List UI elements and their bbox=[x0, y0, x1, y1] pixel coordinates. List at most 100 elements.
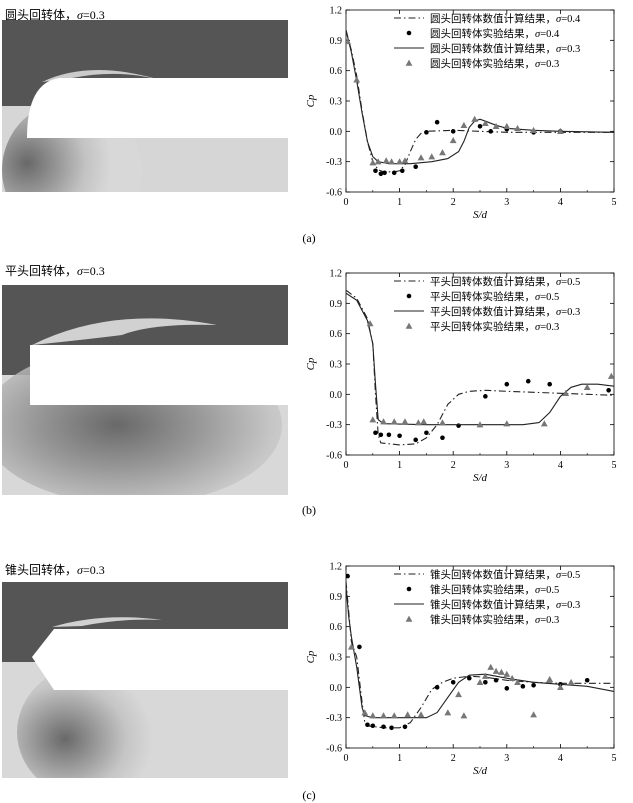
panel-c-title-sigma: σ bbox=[77, 563, 83, 577]
panel-a-label: (a) bbox=[302, 231, 316, 245]
legend-label-value: =0.4 bbox=[561, 14, 581, 25]
legend-label-text: 圆头回转体数值计算结果， bbox=[430, 42, 556, 55]
data-point-triangle bbox=[540, 420, 548, 427]
legend-label-value: =0.3 bbox=[561, 307, 580, 318]
legend-marker-circle bbox=[406, 293, 412, 299]
legend-label-sigma: σ bbox=[556, 600, 562, 611]
panel-a-title-sigma: σ bbox=[77, 8, 83, 22]
y-tick-label: 1.2 bbox=[330, 6, 343, 17]
panel-b-title: 平头回转体，σ=0.3 bbox=[5, 262, 105, 279]
data-point-triangle bbox=[346, 37, 352, 45]
y-tick-label: 0.3 bbox=[330, 97, 343, 108]
data-point-circle bbox=[483, 679, 488, 685]
data-point-triangle bbox=[404, 711, 412, 718]
data-point-triangle bbox=[481, 672, 489, 679]
data-point-triangle bbox=[380, 418, 387, 425]
y-tick-label: 0.3 bbox=[330, 360, 343, 371]
legend-label-value: =0.4 bbox=[540, 29, 560, 40]
x-tick-label: 2 bbox=[451, 197, 456, 208]
panel-c-label: (c) bbox=[302, 788, 316, 802]
data-point-triangle bbox=[514, 678, 521, 685]
legend-label-text: 平头回转体数值计算结果， bbox=[430, 275, 556, 288]
plot-area bbox=[346, 289, 614, 446]
legend-label-text: 锥头回转体数值计算结果， bbox=[430, 568, 556, 581]
data-point-circle bbox=[488, 129, 494, 134]
data-point-triangle bbox=[492, 667, 500, 674]
legend-marker-circle bbox=[406, 586, 412, 592]
data-point-triangle bbox=[503, 122, 511, 129]
data-point-triangle bbox=[382, 157, 390, 164]
y-tick-label: 0.6 bbox=[330, 329, 343, 340]
legend-label-sigma: σ bbox=[535, 59, 541, 70]
data-point-circle bbox=[424, 430, 429, 436]
data-point-triangle bbox=[476, 678, 484, 685]
legend-label-sigma: σ bbox=[556, 14, 562, 25]
legend-label-value: =0.5 bbox=[561, 570, 580, 581]
data-point-triangle bbox=[428, 153, 436, 160]
x-tick-label: 2 bbox=[451, 753, 456, 764]
x-tick-label: 3 bbox=[504, 460, 509, 471]
panel-b-label: (b) bbox=[302, 503, 316, 517]
data-point-triangle bbox=[567, 678, 575, 685]
legend-label-text: 锥头回转体实验结果， bbox=[430, 583, 535, 596]
series-line-0 bbox=[346, 289, 614, 446]
y-tick-label: -0.6 bbox=[326, 451, 342, 462]
data-point-circle bbox=[434, 119, 440, 125]
data-point-circle bbox=[382, 170, 387, 176]
data-point-triangle bbox=[420, 418, 428, 425]
panel-a-title: 圆头回转体，σ=0.3 bbox=[5, 6, 105, 23]
data-point-triangle bbox=[508, 674, 516, 681]
y-tick-label: 0.3 bbox=[330, 653, 343, 664]
legend-label-sigma: σ bbox=[535, 322, 541, 333]
legend-label-3: 圆头回转体实验结果，σ=0.3 bbox=[430, 57, 559, 70]
legend-label-sigma: σ bbox=[535, 29, 541, 40]
data-point-triangle bbox=[546, 675, 554, 682]
chart-c: 0 1 2 3 4 5 1.2 0.9 0.6 0.3 0.0 -0.3 -0.6 S/d Cp 锥头回转体数… bbox=[305, 562, 617, 778]
data-point-triangle bbox=[396, 158, 403, 165]
series-line-0 bbox=[346, 581, 614, 729]
y-tick-label: 0.0 bbox=[330, 683, 343, 694]
x-tick-label: 0 bbox=[344, 197, 349, 208]
legend-label-value: =0.5 bbox=[540, 585, 559, 596]
data-point-circle bbox=[399, 168, 405, 174]
x-axis-label: S/d bbox=[473, 765, 488, 777]
data-point-circle bbox=[450, 129, 456, 134]
chart-b: 0 1 2 3 4 5 1.2 0.9 0.6 0.3 0.0 -0.3 -0.6 S/d Cp 平头回转体数… bbox=[305, 269, 617, 485]
panel-b-title-text: 平头回转体， bbox=[5, 264, 78, 278]
flow-image-flat-head bbox=[2, 285, 288, 495]
legend-label-value: =0.3 bbox=[540, 59, 559, 70]
legend-label-sigma: σ bbox=[535, 615, 541, 626]
x-tick-label: 0 bbox=[344, 753, 349, 764]
y-tick-label: -0.3 bbox=[326, 420, 342, 431]
legend-label-1: 锥头回转体实验结果，σ=0.5 bbox=[430, 583, 559, 596]
data-point-circle bbox=[440, 435, 445, 441]
y-tick-label: 0.0 bbox=[330, 390, 343, 401]
x-tick-label: 5 bbox=[612, 197, 617, 208]
data-point-triangle bbox=[460, 712, 468, 719]
data-point-circle bbox=[450, 679, 456, 685]
x-axis-label: S/d bbox=[473, 472, 488, 484]
y-tick-label: 1.2 bbox=[330, 562, 343, 573]
legend-label-value: =0.3 bbox=[540, 322, 559, 333]
data-point-circle bbox=[424, 130, 429, 135]
x-tick-label: 3 bbox=[504, 197, 509, 208]
panel-c-title-value: =0.3 bbox=[82, 563, 105, 577]
data-point-triangle bbox=[487, 663, 495, 670]
chart-a: 0 1 2 3 4 5 1.2 0.9 0.6 0.3 0.0 -0.3 -0.6 S/d Cp 圆头回转体数… bbox=[305, 6, 617, 222]
x-tick-label: 5 bbox=[612, 460, 617, 471]
legend-label-value: =0.3 bbox=[561, 600, 580, 611]
data-point-triangle bbox=[498, 668, 505, 675]
data-point-triangle bbox=[514, 124, 521, 132]
data-point-triangle bbox=[492, 122, 500, 129]
data-point-circle bbox=[373, 168, 378, 174]
legend-label-text: 锥头回转体数值计算结果， bbox=[430, 598, 556, 611]
legend-marker-triangle bbox=[405, 59, 413, 66]
legend-label-value: =0.5 bbox=[540, 292, 559, 303]
x-tick-label: 1 bbox=[397, 753, 402, 764]
panel-a-title-value: =0.3 bbox=[82, 8, 105, 22]
data-point-triangle bbox=[401, 157, 409, 164]
data-point-triangle bbox=[417, 711, 425, 718]
data-point-triangle bbox=[417, 154, 425, 161]
x-tick-label: 0 bbox=[344, 460, 349, 471]
legend-label-0: 锥头回转体数值计算结果，σ=0.5 bbox=[430, 568, 580, 581]
